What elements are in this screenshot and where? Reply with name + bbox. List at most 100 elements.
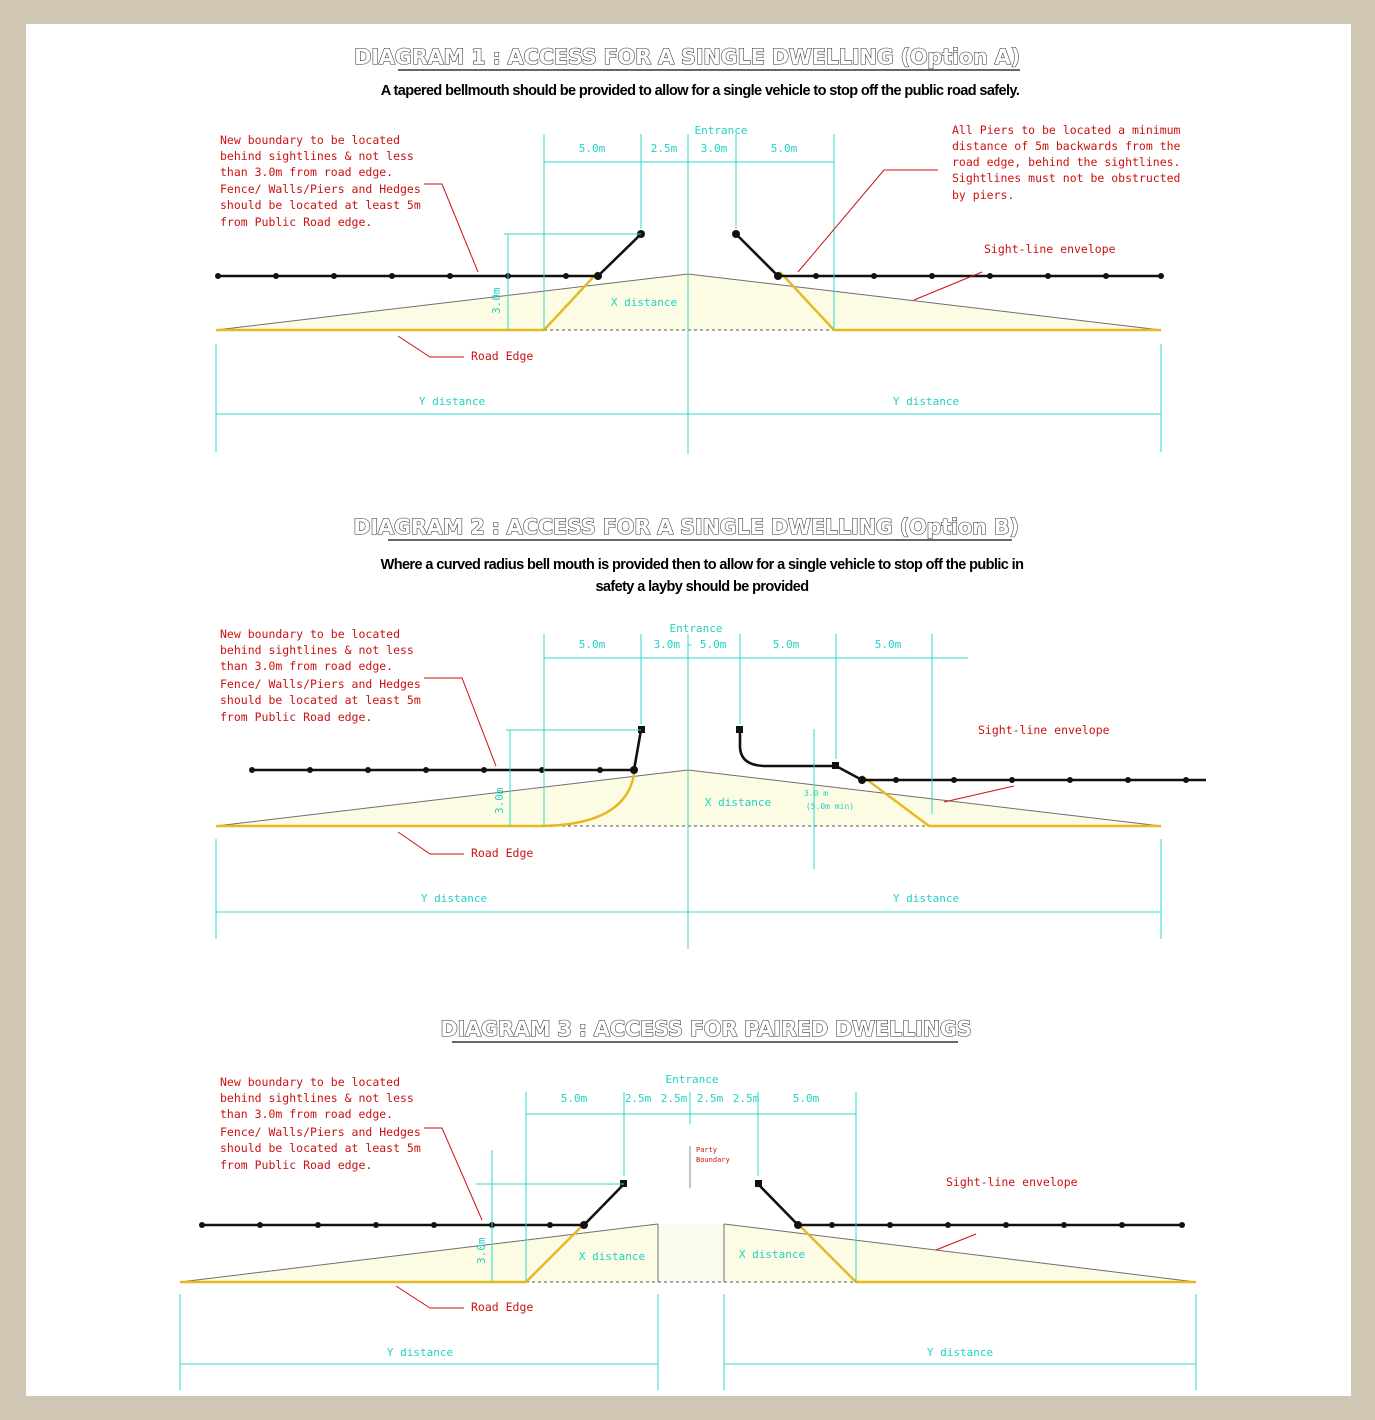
diagram-3-boundary-note: New boundary to be located behind sightl… [220,1075,421,1172]
diagram-3-x-distance-right: X distance [739,1248,805,1261]
diagram-3-dim-5: 2.5m [733,1092,760,1105]
diagram-3-title: DIAGRAM 3 : ACCESS FOR PAIRED DWELLINGS [440,1017,971,1041]
diagram-1-entrance-label: Entrance [695,124,748,137]
diagram-3-sight-line-right [723,1223,1197,1283]
svg-text:from Public Road edge.: from Public Road edge. [220,215,372,229]
diagram-3-fence-right [757,1183,1182,1227]
diagram-1-dimensions [215,134,1162,454]
diagram-1-dim-2: 2.5m [651,142,678,155]
diagram-3-fence-posts [199,1180,1185,1229]
diagram-2-road-edge-label: Road Edge [471,846,533,860]
svg-text:should be located at least 5m: should be located at least 5m [220,198,421,212]
diagram-2-sight-line-left [215,769,689,827]
diagram-2-subtitle-line-1: Where a curved radius bell mouth is prov… [381,557,1024,573]
diagram-3-road-edge-label: Road Edge [471,1300,533,1314]
diagram-1-fence-posts [215,230,1164,280]
diagram-3: DIAGRAM 3 : ACCESS FOR PAIRED DWELLINGS [179,1016,1197,1390]
diagram-2-road-edge-left [216,773,636,828]
diagram-2-sight-line-label: Sight-line envelope [978,723,1110,737]
diagram-1-road-edge-label: Road Edge [471,349,533,363]
diagram-3-sight-line-arrow [935,1233,977,1251]
svg-text:New boundary to be located: New boundary to be located [220,1075,400,1089]
diagram-3-dim-4: 2.5m [697,1092,724,1105]
diagram-1-setback-label: 3.0m [490,287,503,314]
diagram-3-entrance-label: Entrance [666,1073,719,1086]
svg-text:New boundary to be located: New boundary to be located [220,133,400,147]
svg-text:road edge, behind the sightlin: road edge, behind the sightlines. [952,155,1180,169]
diagram-2-title: DIAGRAM 2 : ACCESS FOR A SINGLE DWELLING… [353,515,1018,539]
diagram-2-boundary-note: New boundary to be located behind sightl… [220,627,421,724]
diagram-3-sight-line-left [179,1223,659,1283]
diagram-3-sight-line-label: Sight-line envelope [946,1175,1078,1189]
svg-text:than 3.0m from road edge.: than 3.0m from road edge. [220,659,393,673]
diagram-1-y-distance-right: Y distance [893,395,959,408]
diagram-2-fence-posts [249,726,1189,784]
diagram-3-fence-left [202,1183,625,1227]
diagram-3-dim-3: 2.5m [661,1092,688,1105]
diagram-2-x-distance: X distance [705,796,771,809]
diagram-1-dim-4: 5.0m [771,142,798,155]
diagram-2-road-edge-right [861,775,1161,828]
drawing-canvas: DIAGRAM 1 : ACCESS FOR A SINGLE DWELLING… [179,44,1206,1390]
svg-text:should be located at least 5m: should be located at least 5m [220,693,421,707]
diagram-1-sight-line-label: Sight-line envelope [984,242,1116,256]
diagram-1-dim-3: 3.0m [701,142,728,155]
diagram-3-party-note-2: Boundary [696,1156,730,1164]
diagram-1-x-distance: X distance [611,296,677,309]
diagram-2-y-distance-right: Y distance [893,892,959,905]
diagram-2-dim-1: 5.0m [579,638,606,651]
drawing-sheet: DIAGRAM 1 : ACCESS FOR A SINGLE DWELLING… [26,24,1351,1396]
diagram-2: DIAGRAM 2 : ACCESS FOR A SINGLE DWELLING… [215,514,1206,949]
diagram-1-boundary-note: New boundary to be located behind sightl… [220,133,421,229]
diagram-2-y-distance-left: Y distance [421,892,487,905]
diagram-3-y-distance-right: Y distance [927,1346,993,1359]
diagram-1-fence-left [218,233,642,278]
diagram-1: DIAGRAM 1 : ACCESS FOR A SINGLE DWELLING… [215,44,1181,454]
diagram-1-sight-line-left [215,273,689,331]
diagram-2-dim-2: 3.0m - 5.0m [654,638,727,651]
diagram-1-boundary-arrow [424,183,479,273]
svg-text:Fence/ Walls/Piers and Hedges: Fence/ Walls/Piers and Hedges [220,182,421,196]
diagram-3-centre-area [658,1224,724,1282]
diagram-3-road-edge-arrow [395,1285,464,1309]
diagram-2-subtitle-line-2: safety a layby should be provided [595,579,808,595]
diagram-1-piers-note: All Piers to be located a minimum distan… [952,123,1181,202]
diagram-1-sight-line-right [687,273,1162,331]
diagram-2-boundary-arrow [424,677,497,767]
diagram-1-sight-line-arrow [913,271,983,301]
diagram-3-x-distance-left: X distance [579,1250,645,1263]
diagram-3-setback-label: 3.0m [475,1237,488,1264]
diagram-2-dim-3: 5.0m [773,638,800,651]
diagram-1-road-edge-arrow [397,335,464,358]
diagram-1-piers-arrow [797,169,938,273]
svg-text:than 3.0m from road edge.: than 3.0m from road edge. [220,1107,393,1121]
svg-text:behind sightlines & not less: behind sightlines & not less [220,1091,414,1105]
diagram-1-dim-1: 5.0m [579,142,606,155]
svg-text:from Public Road edge.: from Public Road edge. [220,710,372,724]
svg-text:should be located at least 5m: should be located at least 5m [220,1141,421,1155]
diagram-2-fence-right [738,730,1206,782]
diagram-2-entrance-label: Entrance [670,622,723,635]
diagram-2-sight-line-right [687,769,1162,827]
diagram-3-dim-6: 5.0m [793,1092,820,1105]
svg-text:behind sightlines & not less: behind sightlines & not less [220,149,414,163]
diagram-2-setback-label: 3.0m [493,787,506,814]
svg-text:by piers.: by piers. [952,188,1014,202]
svg-text:distance of 5m backwards from: distance of 5m backwards from the [952,139,1181,153]
diagram-2-layby-dim-1: 3.0 m [804,789,828,798]
diagram-2-dim-4: 5.0m [875,638,902,651]
svg-text:than 3.0m from road edge.: than 3.0m from road edge. [220,165,393,179]
diagram-2-layby-dim-2: (5.0m min) [806,802,854,811]
diagram-2-road-edge-arrow [397,831,464,855]
diagram-1-title: DIAGRAM 1 : ACCESS FOR A SINGLE DWELLING… [354,45,1020,69]
diagram-3-y-distance-left: Y distance [387,1346,453,1359]
diagram-3-party-note-1: Party [696,1146,717,1154]
svg-text:Sightlines must not be obstruc: Sightlines must not be obstructed [952,171,1180,185]
diagram-2-fence-left [252,729,643,772]
svg-text:New boundary to be located: New boundary to be located [220,627,400,641]
diagram-3-dimensions [179,1092,1197,1390]
diagram-3-dim-1: 5.0m [561,1092,588,1105]
svg-text:from Public Road edge.: from Public Road edge. [220,1158,372,1172]
diagram-3-dim-2: 2.5m [625,1092,652,1105]
diagram-3-boundary-arrow [424,1127,483,1221]
